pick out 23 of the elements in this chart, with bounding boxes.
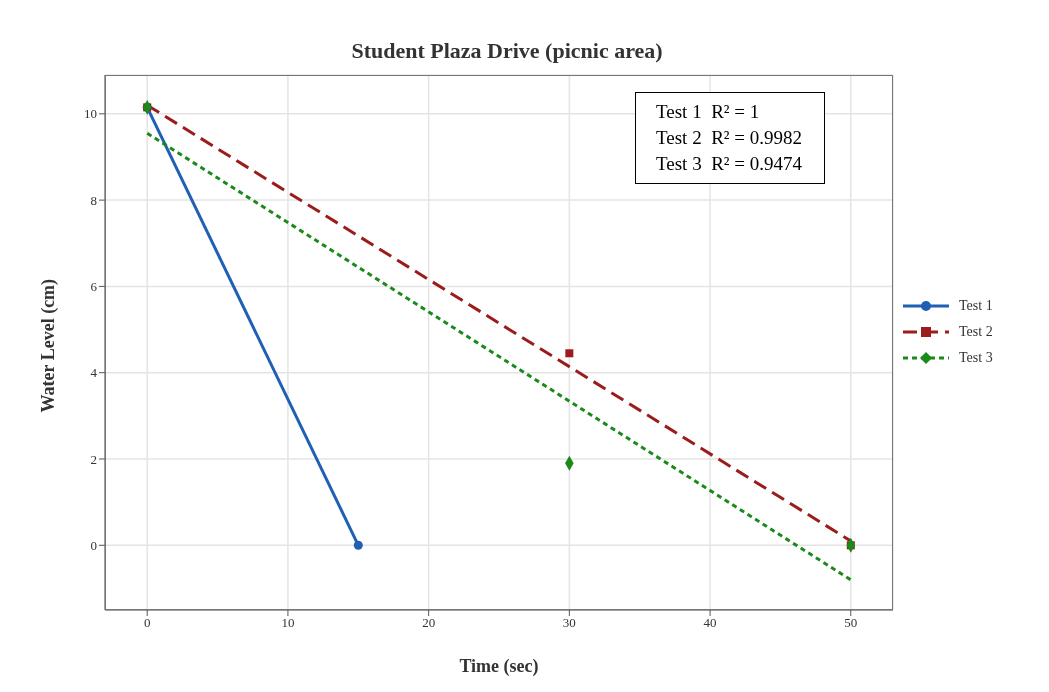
point [353,540,363,550]
y-axis-title: Water Level (cm) [38,278,60,413]
x-tick-label: 30 [562,615,576,631]
annotation: Test 1 R² = 1 [656,100,761,124]
x-axis-title: Time (sec) [459,656,539,677]
y-tick-label: 0 [90,537,97,553]
point [565,349,574,358]
chart-title: Student Plaza Drive (picnic area) [350,38,664,64]
annotation: Test 2 R² = 0.9982 [656,126,802,150]
y-tick-label: 4 [90,365,98,381]
x-tick-label: 20 [422,615,436,631]
y-tick-label: 6 [90,279,98,295]
legend-label: Test 1 [959,298,993,314]
legend-label: Test 2 [959,324,993,340]
y-tick-label: 10 [84,106,97,122]
y-tick-label: 2 [90,451,97,467]
x-tick-label: 50 [844,615,858,631]
x-tick-label: 0 [143,615,151,631]
x-tick-label: 10 [281,615,295,631]
y-tick-label: 8 [90,192,97,208]
x-tick-label: 40 [703,615,717,631]
legend-label: Test 3 [959,350,993,366]
annotation: Test 3 R² = 0.9474 [656,152,802,176]
